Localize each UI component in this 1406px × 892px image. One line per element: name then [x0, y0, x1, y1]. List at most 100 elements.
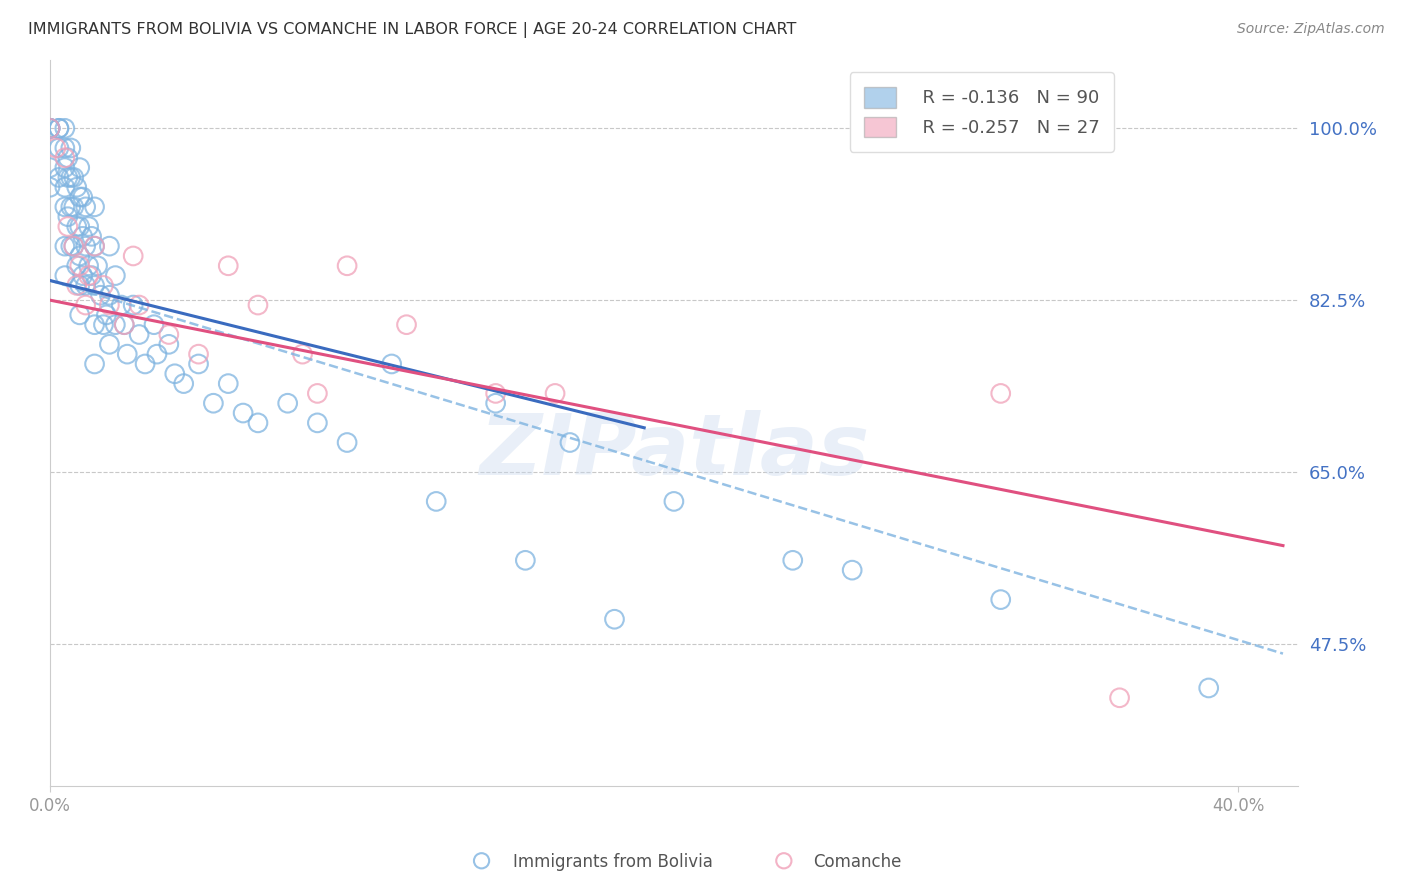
Point	[336, 435, 359, 450]
Point	[69, 259, 91, 273]
Point	[112, 318, 135, 332]
Point	[104, 268, 127, 283]
Point	[53, 268, 76, 283]
Point	[217, 376, 239, 391]
Point	[80, 268, 103, 283]
Point	[773, 854, 796, 868]
Point	[75, 239, 97, 253]
Point	[39, 161, 62, 175]
Point	[336, 259, 359, 273]
Point	[59, 239, 82, 253]
Point	[98, 298, 121, 312]
Point	[72, 229, 94, 244]
Point	[53, 180, 76, 194]
Point	[56, 219, 79, 234]
Point	[122, 298, 145, 312]
Point	[173, 376, 195, 391]
Point	[53, 151, 76, 165]
Point	[104, 318, 127, 332]
Point	[217, 259, 239, 273]
Point	[48, 141, 70, 155]
Point	[72, 268, 94, 283]
Point	[485, 396, 508, 410]
Point	[66, 259, 89, 273]
Point	[83, 318, 105, 332]
Point	[39, 121, 62, 136]
Point	[69, 249, 91, 263]
Point	[77, 268, 100, 283]
Point	[307, 386, 329, 401]
Point	[39, 121, 62, 136]
Point	[662, 494, 685, 508]
Point	[62, 200, 84, 214]
Point	[93, 318, 115, 332]
Point	[990, 592, 1012, 607]
Point	[83, 239, 105, 253]
Point	[187, 347, 209, 361]
Point	[291, 347, 314, 361]
Point	[62, 239, 84, 253]
Point	[53, 200, 76, 214]
Point	[75, 200, 97, 214]
Point	[128, 298, 150, 312]
Point	[187, 357, 209, 371]
Point	[122, 249, 145, 263]
Legend:   R = -0.136   N = 90,   R = -0.257   N = 27: R = -0.136 N = 90, R = -0.257 N = 27	[849, 72, 1114, 152]
Text: Immigrants from Bolivia: Immigrants from Bolivia	[513, 853, 713, 871]
Point	[990, 386, 1012, 401]
Point	[69, 161, 91, 175]
Point	[485, 386, 508, 401]
Point	[53, 161, 76, 175]
Point	[48, 121, 70, 136]
Point	[381, 357, 404, 371]
Point	[134, 357, 156, 371]
Point	[69, 219, 91, 234]
Point	[558, 435, 581, 450]
Point	[157, 327, 180, 342]
Point	[75, 278, 97, 293]
Point	[98, 337, 121, 351]
Point	[425, 494, 447, 508]
Point	[80, 229, 103, 244]
Point	[86, 259, 108, 273]
Point	[83, 200, 105, 214]
Point	[66, 278, 89, 293]
Point	[56, 151, 79, 165]
Point	[59, 170, 82, 185]
Text: Source: ZipAtlas.com: Source: ZipAtlas.com	[1237, 22, 1385, 37]
Point	[98, 239, 121, 253]
Point	[83, 278, 105, 293]
Point	[56, 210, 79, 224]
Point	[232, 406, 254, 420]
Point	[66, 219, 89, 234]
Point	[53, 141, 76, 155]
Point	[163, 367, 186, 381]
Point	[53, 121, 76, 136]
Point	[69, 190, 91, 204]
Point	[117, 347, 139, 361]
Point	[75, 298, 97, 312]
Point	[83, 239, 105, 253]
Text: IMMIGRANTS FROM BOLIVIA VS COMANCHE IN LABOR FORCE | AGE 20-24 CORRELATION CHART: IMMIGRANTS FROM BOLIVIA VS COMANCHE IN L…	[28, 22, 796, 38]
Point	[202, 396, 225, 410]
Point	[69, 278, 91, 293]
Point	[83, 357, 105, 371]
Point	[39, 121, 62, 136]
Point	[544, 386, 567, 401]
Point	[66, 180, 89, 194]
Point	[45, 141, 67, 155]
Point	[143, 318, 166, 332]
Point	[603, 612, 626, 626]
Point	[53, 239, 76, 253]
Point	[48, 170, 70, 185]
Point	[277, 396, 299, 410]
Point	[62, 239, 84, 253]
Point	[39, 121, 62, 136]
Point	[246, 298, 269, 312]
Point	[72, 190, 94, 204]
Point	[48, 121, 70, 136]
Point	[93, 278, 115, 293]
Point	[307, 416, 329, 430]
Point	[1108, 690, 1130, 705]
Text: ZIPatlas: ZIPatlas	[479, 410, 869, 493]
